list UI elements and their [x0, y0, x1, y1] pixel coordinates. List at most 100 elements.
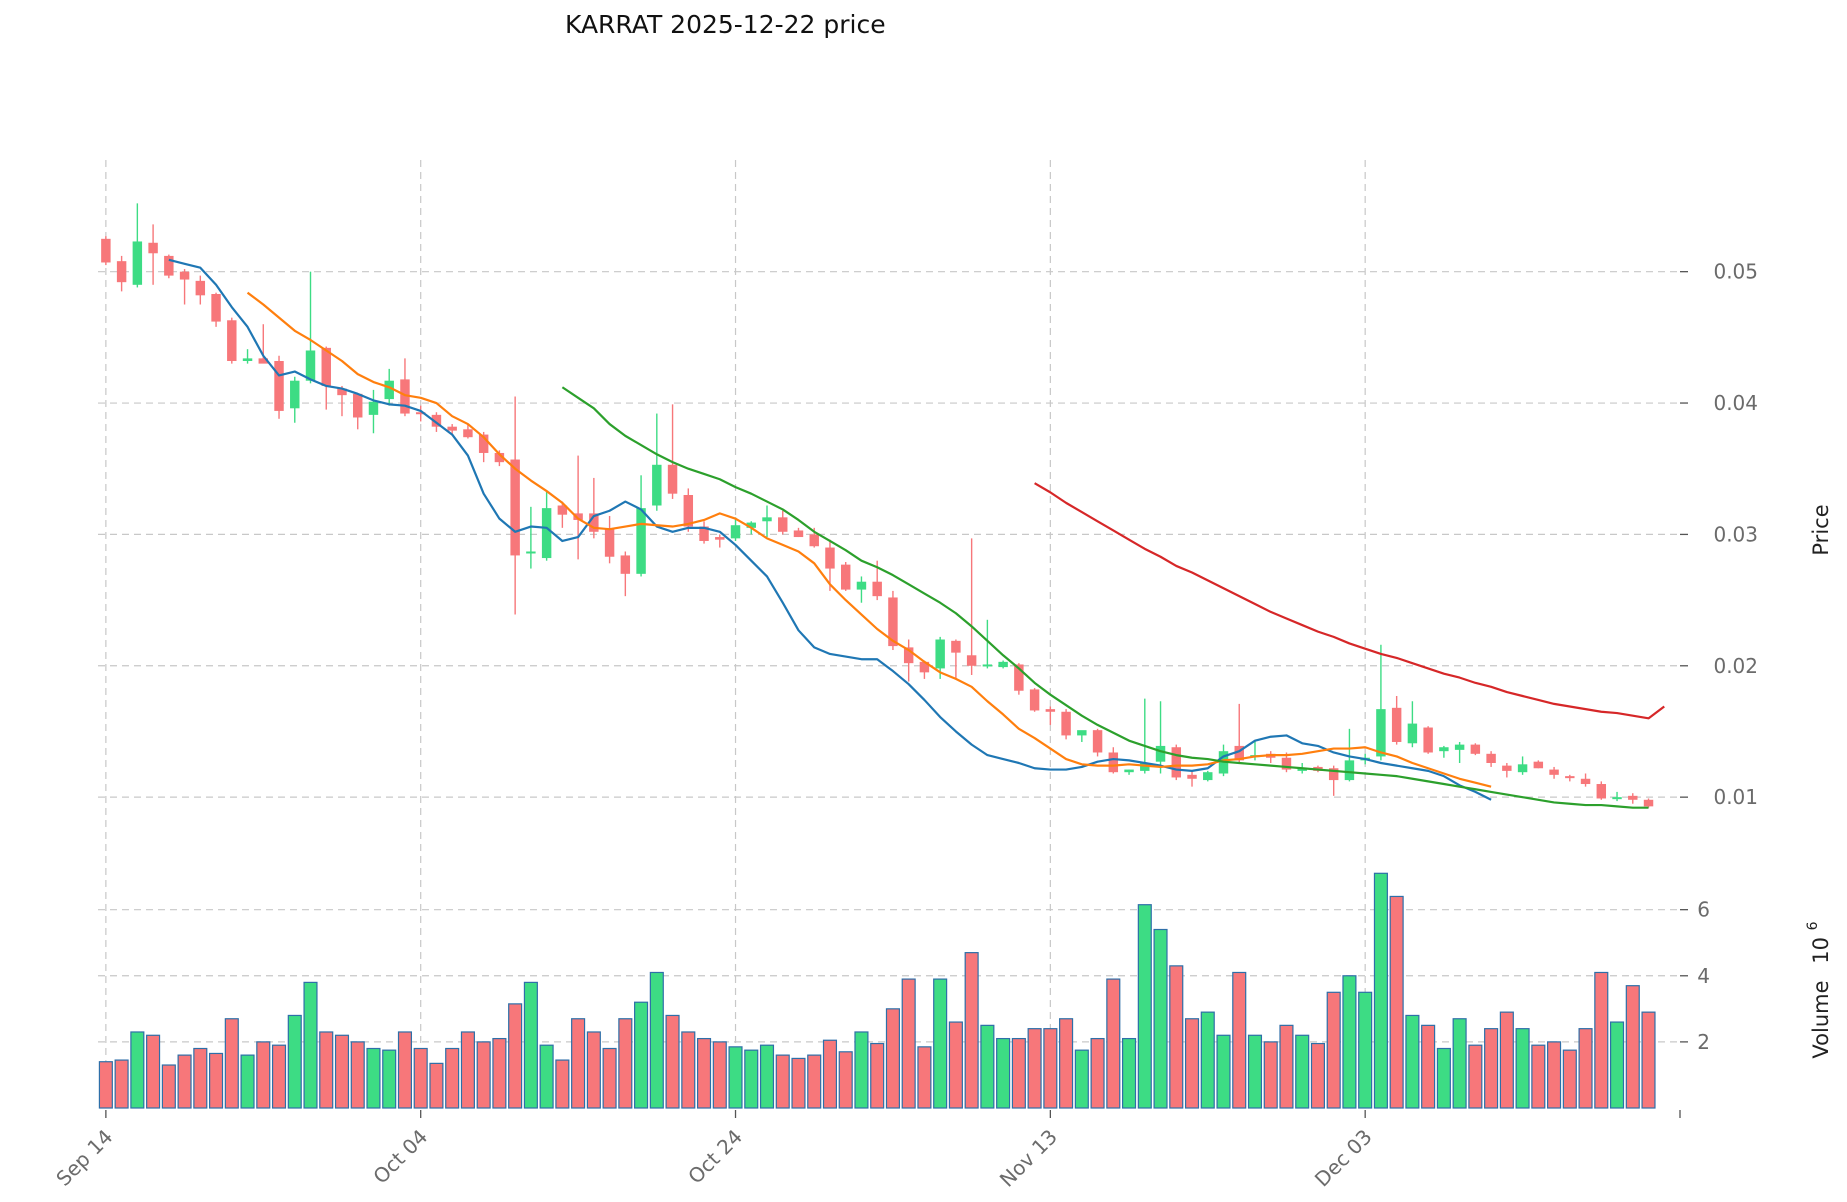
candle-body-2 [132, 241, 143, 285]
volume-bar-94 [1578, 1028, 1593, 1109]
volume-bar-11 [271, 1044, 287, 1109]
candle-body-75 [1281, 757, 1292, 770]
candle-body-50 [888, 597, 898, 647]
volume-bar-9 [240, 1054, 255, 1109]
price-tick-label-0: 0.01 [1713, 785, 1758, 809]
candle-body-91 [1533, 761, 1544, 769]
candle-body-65 [1124, 769, 1134, 773]
candle-body-33 [620, 555, 631, 574]
moving-average-lines [168, 258, 1665, 809]
candle-body-40 [730, 525, 741, 539]
volume-bar-5 [177, 1054, 192, 1109]
volume-bar-42 [759, 1044, 775, 1109]
volume-bar-40 [728, 1046, 743, 1109]
volume-bar-71 [1216, 1034, 1231, 1109]
volume-bar-36 [665, 1014, 680, 1109]
volume-bar-77 [1310, 1042, 1326, 1109]
volume-bar-87 [1468, 1044, 1483, 1109]
ma-line-ma7 [168, 258, 1492, 801]
candle-body-9 [242, 358, 253, 361]
x-tick-label-3: Nov 13 [995, 1125, 1062, 1192]
candle-body-36 [667, 464, 678, 494]
candle-body-43 [778, 517, 788, 532]
volume-bar-84 [1421, 1024, 1436, 1109]
volume-bar-68 [1169, 965, 1184, 1109]
price-tick-label-1: 0.02 [1713, 654, 1758, 678]
volume-bar-66 [1137, 904, 1152, 1109]
volume-bar-85 [1436, 1047, 1451, 1109]
volume-bar-21 [429, 1062, 444, 1109]
volume-bar-23 [460, 1031, 475, 1109]
candle-body-52 [919, 661, 930, 673]
volume-bar-93 [1562, 1049, 1577, 1109]
volume-bar-48 [854, 1031, 869, 1109]
candle-body-32 [604, 529, 615, 557]
volume-bar-0 [98, 1061, 113, 1109]
ma-line-ma30 [561, 386, 1649, 809]
volume-bar-79 [1342, 975, 1357, 1109]
volume-bar-70 [1200, 1011, 1215, 1109]
volume-bar-43 [775, 1054, 790, 1109]
volume-bar-13 [303, 981, 318, 1109]
candle-body-63 [1092, 730, 1103, 753]
candle-body-49 [872, 581, 882, 597]
volume-bar-73 [1247, 1034, 1263, 1109]
candle-body-15 [337, 388, 347, 396]
volume-bar-33 [618, 1018, 633, 1109]
volume-bar-51 [901, 978, 916, 1109]
volume-bar-6 [193, 1047, 208, 1109]
candle-body-70 [1203, 772, 1213, 781]
candle-body-96 [1612, 797, 1622, 800]
candle-body-69 [1187, 774, 1197, 779]
volume-bar-96 [1609, 1021, 1625, 1109]
volume-bar-56 [980, 1024, 995, 1109]
volume-bar-35 [649, 971, 664, 1109]
candle-body-28 [541, 508, 552, 559]
volume-bar-90 [1515, 1028, 1530, 1109]
volume-bar-2 [130, 1031, 145, 1109]
candle-body-39 [715, 537, 725, 540]
grid [98, 160, 1680, 1108]
volume-bars [98, 872, 1656, 1109]
volume-bar-80 [1358, 991, 1373, 1109]
candle-body-88 [1486, 753, 1496, 763]
candle-body-0 [101, 238, 111, 263]
candle-body-84 [1423, 727, 1433, 753]
candle-body-8 [227, 320, 237, 361]
volume-bar-76 [1295, 1034, 1310, 1109]
candle-body-72 [1234, 745, 1244, 761]
volume-bar-26 [508, 1003, 523, 1109]
candle-body-64 [1108, 752, 1119, 773]
volume-bar-24 [476, 1041, 491, 1109]
candle-body-55 [966, 655, 977, 666]
candle-body-86 [1454, 744, 1465, 750]
candle-body-95 [1596, 784, 1607, 799]
candle-body-1 [116, 261, 127, 283]
volume-bar-39 [712, 1041, 727, 1109]
price-tick-label-2: 0.03 [1713, 522, 1758, 546]
volume-bar-72 [1232, 971, 1247, 1109]
volume-bar-67 [1153, 928, 1168, 1109]
volume-bar-60 [1043, 1028, 1058, 1109]
volume-bar-37 [681, 1031, 696, 1109]
volume-bar-64 [1106, 978, 1121, 1109]
volume-bar-52 [917, 1046, 932, 1109]
volume-bar-44 [791, 1057, 806, 1109]
volume-tick-label-1: 4 [1697, 964, 1710, 988]
candle-body-68 [1171, 747, 1182, 778]
candle-body-38 [699, 526, 709, 541]
candle-body-35 [652, 464, 662, 506]
ma-line-ma14 [246, 291, 1492, 788]
volume-label-text: Volume [1809, 980, 1833, 1058]
volume-bar-46 [822, 1039, 838, 1109]
volume-bar-97 [1625, 985, 1640, 1109]
volume-bar-47 [838, 1051, 853, 1109]
volume-bar-50 [885, 1008, 900, 1109]
candle-body-5 [179, 271, 190, 280]
candle-body-22 [447, 426, 457, 431]
candle-body-56 [982, 664, 993, 667]
x-tick-label-2: Oct 24 [683, 1125, 747, 1189]
volume-bar-91 [1531, 1044, 1546, 1109]
volume-bar-8 [224, 1018, 239, 1109]
